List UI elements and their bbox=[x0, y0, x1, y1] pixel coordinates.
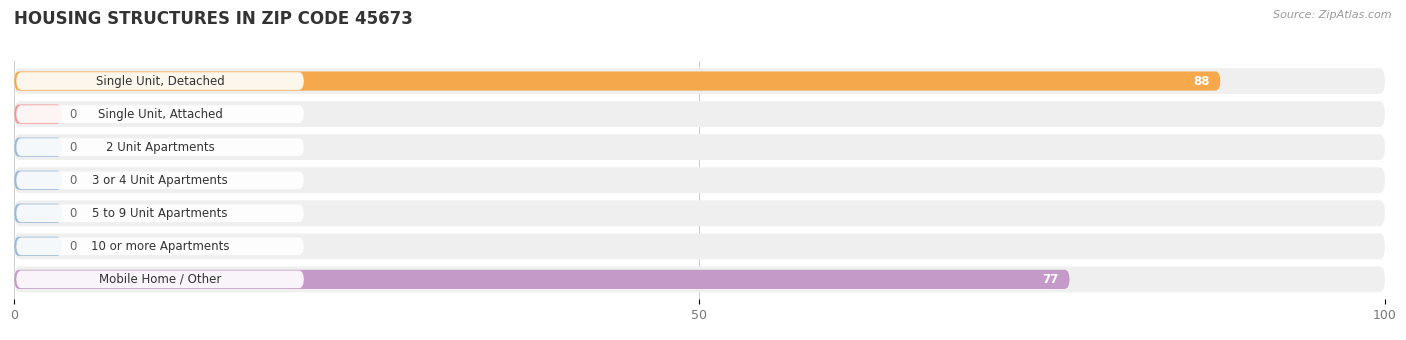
FancyBboxPatch shape bbox=[14, 270, 1070, 289]
FancyBboxPatch shape bbox=[14, 101, 1385, 127]
Text: Mobile Home / Other: Mobile Home / Other bbox=[98, 273, 221, 286]
FancyBboxPatch shape bbox=[15, 72, 304, 90]
Text: 0: 0 bbox=[69, 141, 76, 154]
FancyBboxPatch shape bbox=[14, 200, 1385, 226]
FancyBboxPatch shape bbox=[14, 68, 1385, 94]
FancyBboxPatch shape bbox=[15, 105, 304, 123]
FancyBboxPatch shape bbox=[14, 204, 62, 223]
Text: 3 or 4 Unit Apartments: 3 or 4 Unit Apartments bbox=[93, 174, 228, 187]
FancyBboxPatch shape bbox=[14, 138, 62, 157]
FancyBboxPatch shape bbox=[15, 171, 304, 189]
FancyBboxPatch shape bbox=[14, 134, 1385, 160]
FancyBboxPatch shape bbox=[14, 171, 62, 190]
Text: 0: 0 bbox=[69, 174, 76, 187]
FancyBboxPatch shape bbox=[15, 138, 304, 156]
FancyBboxPatch shape bbox=[15, 204, 304, 222]
Text: 88: 88 bbox=[1192, 74, 1209, 87]
Text: 5 to 9 Unit Apartments: 5 to 9 Unit Apartments bbox=[93, 207, 228, 220]
FancyBboxPatch shape bbox=[14, 167, 1385, 193]
FancyBboxPatch shape bbox=[14, 234, 1385, 259]
FancyBboxPatch shape bbox=[14, 267, 1385, 292]
Text: HOUSING STRUCTURES IN ZIP CODE 45673: HOUSING STRUCTURES IN ZIP CODE 45673 bbox=[14, 10, 413, 28]
Text: 0: 0 bbox=[69, 240, 76, 253]
FancyBboxPatch shape bbox=[14, 71, 1220, 91]
FancyBboxPatch shape bbox=[14, 104, 62, 124]
Text: Single Unit, Detached: Single Unit, Detached bbox=[96, 74, 225, 87]
Text: 77: 77 bbox=[1042, 273, 1059, 286]
Text: 10 or more Apartments: 10 or more Apartments bbox=[91, 240, 229, 253]
Text: Single Unit, Attached: Single Unit, Attached bbox=[97, 107, 222, 121]
Text: 0: 0 bbox=[69, 207, 76, 220]
Text: 2 Unit Apartments: 2 Unit Apartments bbox=[105, 141, 215, 154]
FancyBboxPatch shape bbox=[15, 271, 304, 288]
FancyBboxPatch shape bbox=[14, 237, 62, 256]
Text: 0: 0 bbox=[69, 107, 76, 121]
Text: Source: ZipAtlas.com: Source: ZipAtlas.com bbox=[1274, 10, 1392, 20]
FancyBboxPatch shape bbox=[15, 238, 304, 255]
